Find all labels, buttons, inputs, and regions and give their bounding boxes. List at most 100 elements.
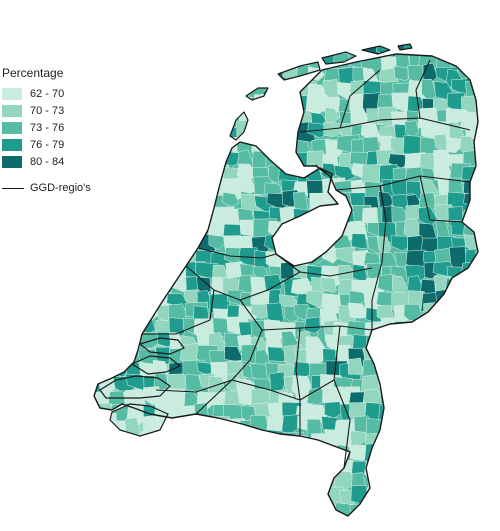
legend-swatch	[2, 156, 22, 168]
municipality-area	[276, 458, 294, 477]
municipality-area	[113, 69, 130, 91]
municipality-area	[389, 372, 412, 392]
municipality-area	[125, 177, 145, 197]
island-outline	[397, 43, 413, 51]
municipality-area	[125, 124, 151, 143]
municipality-area	[390, 235, 408, 252]
municipality-area	[235, 51, 259, 73]
municipality-area	[460, 261, 478, 285]
municipality-area	[94, 293, 107, 310]
municipality-area	[419, 447, 435, 468]
municipality-area	[421, 415, 439, 435]
municipality-area	[153, 221, 179, 242]
municipality-area	[123, 167, 150, 189]
municipality-area	[94, 44, 100, 59]
municipality-area	[475, 153, 478, 174]
municipality-area	[475, 222, 478, 240]
municipality-area	[475, 135, 478, 153]
municipality-area	[449, 488, 470, 508]
legend-boundary-label: GGD-regio's	[30, 182, 91, 194]
municipality-area	[210, 445, 226, 468]
municipality-area	[448, 361, 467, 378]
municipality-area	[462, 44, 478, 64]
municipality-area	[180, 44, 201, 60]
municipality-area	[306, 344, 326, 368]
municipality-area	[185, 444, 205, 461]
municipality-area	[418, 349, 442, 366]
municipality-area	[211, 476, 235, 498]
municipality-area	[182, 55, 205, 75]
municipality-area	[459, 361, 478, 381]
legend-class-1: 62 - 70	[2, 86, 122, 102]
municipality-area	[151, 56, 177, 72]
municipality-area	[351, 233, 368, 249]
municipality-area	[476, 107, 478, 127]
municipality-area	[100, 488, 118, 507]
municipality-area	[168, 416, 192, 434]
municipality-area	[171, 82, 193, 98]
municipality-area	[156, 109, 181, 130]
municipality-area	[406, 498, 423, 516]
municipality-area	[435, 513, 451, 516]
municipality-area	[276, 93, 294, 113]
municipality-area	[123, 261, 147, 280]
municipality-area	[123, 44, 144, 56]
municipality-area	[109, 444, 127, 462]
municipality-area	[225, 44, 250, 55]
municipality-area	[155, 487, 181, 508]
municipality-area	[112, 319, 138, 338]
municipality-area	[139, 107, 163, 126]
municipality-area	[137, 251, 160, 274]
municipality-area	[94, 344, 99, 366]
municipality-area	[477, 489, 478, 507]
legend-class-label: 73 - 76	[30, 122, 65, 134]
municipality-area	[366, 262, 382, 279]
municipality-area	[143, 125, 163, 141]
municipality-area	[253, 93, 276, 115]
municipality-area	[480, 472, 500, 490]
municipality-area	[268, 501, 288, 516]
municipality-area	[437, 44, 458, 62]
municipality-area	[349, 504, 373, 516]
municipality-area	[419, 44, 440, 58]
municipality-area	[445, 373, 470, 389]
municipality-area	[179, 94, 206, 117]
municipality-area	[136, 192, 160, 214]
municipality-area	[139, 63, 161, 86]
municipality-area	[262, 94, 281, 112]
municipality-area	[224, 461, 250, 480]
municipality-area	[474, 363, 478, 381]
municipality-area	[110, 122, 133, 145]
municipality-area	[264, 489, 287, 507]
municipality-area	[208, 432, 227, 449]
municipality-area	[251, 121, 275, 139]
municipality-area	[138, 263, 161, 279]
municipality-area	[94, 357, 108, 378]
municipality-area	[477, 385, 478, 409]
country-outline	[93, 53, 479, 517]
municipality-area	[278, 44, 303, 59]
municipality-area	[94, 319, 108, 341]
municipality-area	[291, 446, 314, 469]
municipality-area	[195, 513, 218, 516]
municipality-area	[209, 486, 233, 507]
municipality-area	[169, 44, 192, 60]
legend-swatch	[2, 105, 22, 117]
municipality-area	[94, 237, 103, 256]
municipality-area	[113, 249, 132, 266]
municipality-area	[463, 430, 478, 451]
municipality-area	[432, 362, 449, 384]
municipality-area	[417, 471, 441, 490]
municipality-area	[197, 122, 221, 139]
municipality-area	[137, 179, 158, 195]
municipality-area	[377, 501, 402, 516]
municipality-area	[94, 459, 105, 484]
municipality-area	[94, 176, 103, 199]
municipality-area	[432, 501, 458, 516]
municipality-area	[112, 501, 131, 516]
municipality-area	[421, 461, 448, 481]
municipality-area	[250, 473, 272, 493]
island-outline	[321, 51, 357, 65]
municipality-area	[446, 513, 471, 516]
municipality-area	[459, 502, 478, 516]
